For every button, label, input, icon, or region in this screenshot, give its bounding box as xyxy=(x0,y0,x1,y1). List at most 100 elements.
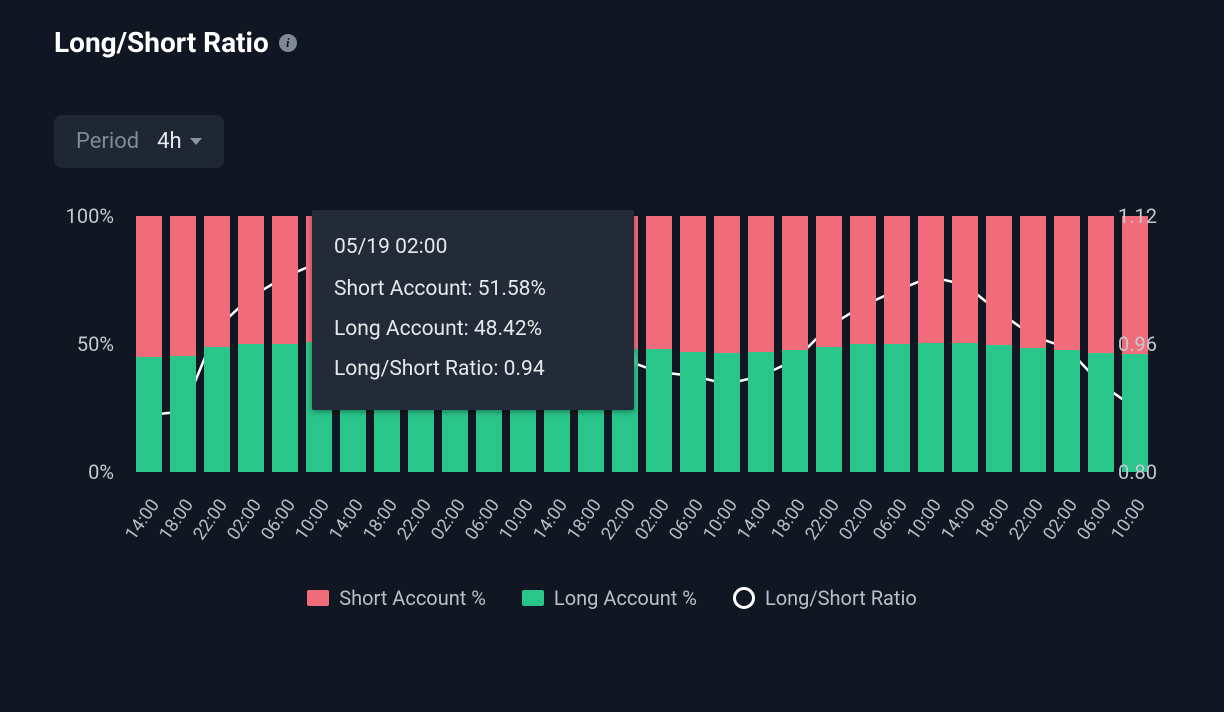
x-tick-label: 14:00 xyxy=(733,495,776,544)
legend-label: Long/Short Ratio xyxy=(765,586,917,610)
chevron-down-icon xyxy=(190,138,202,145)
bar xyxy=(952,216,978,472)
bar-long-segment xyxy=(272,344,298,472)
bar-short-segment xyxy=(714,216,740,353)
x-tick-label: 10:00 xyxy=(903,495,946,544)
bar xyxy=(748,216,774,472)
legend-item[interactable]: Long/Short Ratio xyxy=(733,586,917,610)
x-tick-label: 18:00 xyxy=(359,495,402,544)
x-tick-label: 18:00 xyxy=(971,495,1014,544)
chart-area[interactable]: 14:0018:0022:0002:0006:0010:0014:0018:00… xyxy=(54,216,1170,576)
bar-long-segment xyxy=(136,357,162,472)
x-axis: 14:0018:0022:0002:0006:0010:0014:0018:00… xyxy=(128,488,1156,558)
x-tick-label: 02:00 xyxy=(1039,495,1082,544)
x-tick-label: 10:00 xyxy=(495,495,538,544)
x-tick-label: 22:00 xyxy=(801,495,844,544)
bar xyxy=(272,216,298,472)
x-tick-label: 14:00 xyxy=(937,495,980,544)
x-tick-label: 10:00 xyxy=(291,495,334,544)
x-tick-label: 02:00 xyxy=(835,495,878,544)
period-row: Period 4h xyxy=(54,115,1170,168)
period-value-text: 4h xyxy=(157,129,181,154)
tooltip-line: Long Account: 48.42% xyxy=(334,310,612,350)
bar-long-segment xyxy=(884,344,910,472)
bar-short-segment xyxy=(238,216,264,344)
bar xyxy=(1020,216,1046,472)
y-left-tick: 0% xyxy=(50,460,114,484)
x-tick-label: 18:00 xyxy=(155,495,198,544)
bar xyxy=(816,216,842,472)
bar-short-segment xyxy=(748,216,774,352)
bar-long-segment xyxy=(714,353,740,472)
x-tick-label: 22:00 xyxy=(1005,495,1048,544)
bar-short-segment xyxy=(136,216,162,357)
bar-long-segment xyxy=(204,347,230,472)
x-tick-label: 22:00 xyxy=(189,495,232,544)
y-left-tick: 50% xyxy=(50,332,114,356)
y-right-tick: 0.80 xyxy=(1118,460,1174,484)
x-tick-label: 06:00 xyxy=(665,495,708,544)
bar-short-segment xyxy=(680,216,706,352)
period-label: Period xyxy=(76,129,139,154)
legend-label: Short Account % xyxy=(339,586,486,610)
x-tick-label: 02:00 xyxy=(631,495,674,544)
x-tick-label: 14:00 xyxy=(529,495,572,544)
bar-short-segment xyxy=(816,216,842,347)
bar-long-segment xyxy=(646,349,672,472)
bar xyxy=(1088,216,1114,472)
period-selector[interactable]: Period 4h xyxy=(54,115,224,168)
title-row: Long/Short Ratio i xyxy=(54,26,1170,59)
x-tick-label: 18:00 xyxy=(563,495,606,544)
tooltip-line: Short Account: 51.58% xyxy=(334,270,612,310)
bar xyxy=(646,216,672,472)
legend-item[interactable]: Long Account % xyxy=(522,586,697,610)
tooltip-line: Long/Short Ratio: 0.94 xyxy=(334,350,612,390)
bar-short-segment xyxy=(646,216,672,349)
bar xyxy=(238,216,264,472)
bar xyxy=(884,216,910,472)
bar xyxy=(714,216,740,472)
bar-long-segment xyxy=(1088,353,1114,472)
tooltip: 05/19 02:00 Short Account: 51.58% Long A… xyxy=(312,210,634,410)
bar-short-segment xyxy=(170,216,196,356)
legend-swatch xyxy=(522,590,544,606)
bar-short-segment xyxy=(1020,216,1046,348)
bar-long-segment xyxy=(170,356,196,472)
x-tick-label: 06:00 xyxy=(257,495,300,544)
bar-short-segment xyxy=(204,216,230,347)
bar-short-segment xyxy=(986,216,1012,345)
bar-long-segment xyxy=(1054,350,1080,472)
legend-label: Long Account % xyxy=(554,586,697,610)
legend: Short Account % Long Account % Long/Short … xyxy=(54,586,1170,610)
y-right-tick: 1.12 xyxy=(1118,204,1174,228)
bar-long-segment xyxy=(782,350,808,472)
info-icon[interactable]: i xyxy=(279,34,297,52)
legend-swatch xyxy=(307,590,329,606)
bar-long-segment xyxy=(1122,354,1148,472)
bar xyxy=(170,216,196,472)
x-tick-label: 14:00 xyxy=(325,495,368,544)
bar-short-segment xyxy=(1088,216,1114,353)
bar-long-segment xyxy=(850,344,876,472)
bar xyxy=(782,216,808,472)
y-right-tick: 0.96 xyxy=(1118,332,1174,356)
chart-panel: Long/Short Ratio i Period 4h 14:0018:002… xyxy=(0,0,1224,610)
x-tick-label: 14:00 xyxy=(121,495,164,544)
bar xyxy=(986,216,1012,472)
legend-item[interactable]: Short Account % xyxy=(307,586,486,610)
x-tick-label: 02:00 xyxy=(427,495,470,544)
bar-short-segment xyxy=(782,216,808,350)
x-tick-label: 18:00 xyxy=(767,495,810,544)
bar-long-segment xyxy=(952,343,978,472)
bar xyxy=(850,216,876,472)
bar-short-segment xyxy=(1054,216,1080,350)
x-tick-label: 22:00 xyxy=(597,495,640,544)
bar-long-segment xyxy=(238,344,264,472)
bar xyxy=(1054,216,1080,472)
bar-long-segment xyxy=(1020,348,1046,472)
bar xyxy=(918,216,944,472)
bar xyxy=(204,216,230,472)
plot xyxy=(128,216,1156,472)
bar xyxy=(680,216,706,472)
bar-long-segment xyxy=(918,343,944,472)
